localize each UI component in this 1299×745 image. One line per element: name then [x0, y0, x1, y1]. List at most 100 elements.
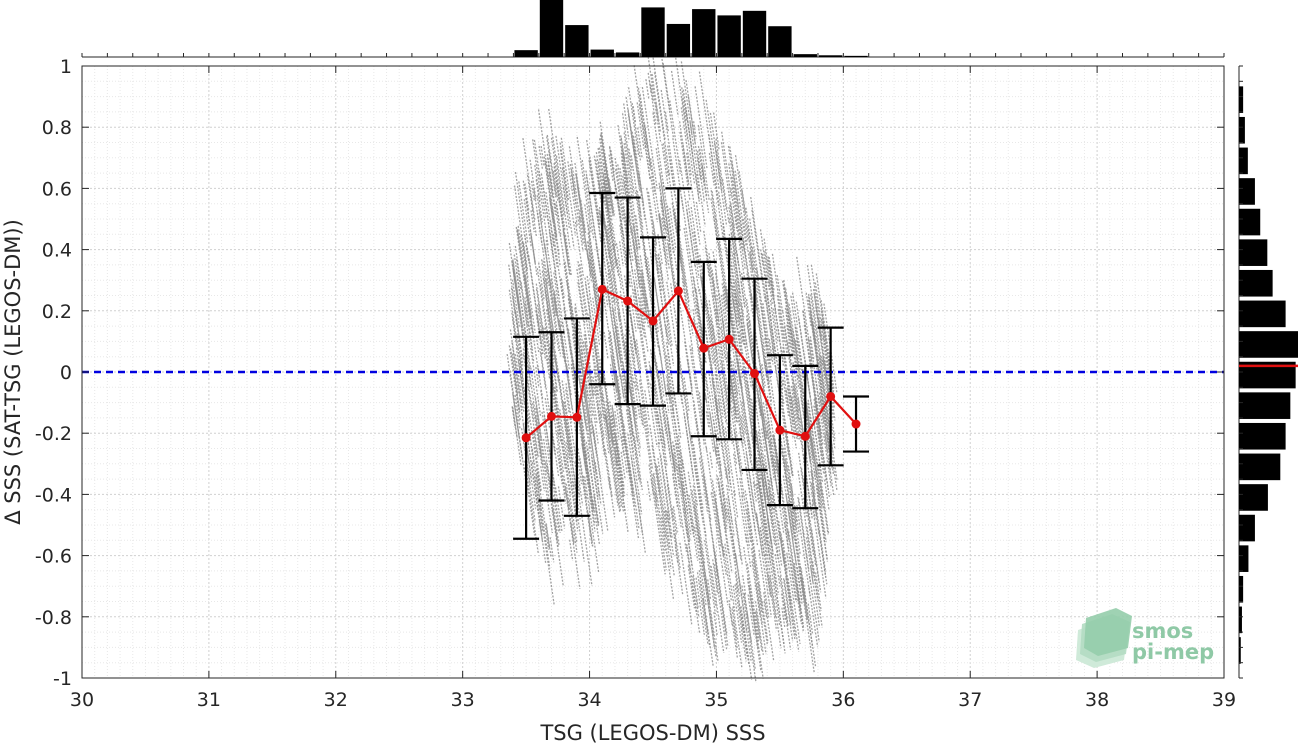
scatter-streak [673, 445, 688, 537]
scatter-streak [614, 308, 630, 402]
right-histogram-bar [1239, 300, 1286, 328]
scatter-streak [810, 566, 814, 583]
scatter-streak [708, 253, 720, 321]
scatter-streak [619, 167, 626, 200]
scatter-streak [618, 308, 628, 364]
scatter-streak [630, 295, 637, 332]
scatter-streak [749, 525, 756, 558]
scatter-streak [652, 221, 658, 245]
scatter-streak [605, 225, 613, 261]
scatter-streak [583, 392, 601, 498]
scatter-streak [674, 534, 681, 570]
scatter-streak [813, 405, 825, 475]
scatter-streak [773, 434, 790, 537]
scatter-streak [806, 527, 819, 601]
scatter-streak [599, 134, 612, 209]
scatter-streak [627, 87, 640, 157]
scatter-streak [716, 294, 732, 394]
scatter-streak [665, 410, 677, 475]
scatter-streak [694, 465, 705, 526]
scatter-streak [709, 452, 713, 469]
scatter-streak [559, 149, 569, 200]
mean-point [724, 334, 734, 344]
mean-point [546, 411, 556, 421]
scatter-streak [734, 170, 747, 247]
scatter-streak [763, 238, 774, 299]
scatter-streak [567, 328, 580, 403]
scatter-streak [667, 244, 676, 288]
scatter-streak [597, 487, 602, 506]
scatter-streak [633, 289, 650, 391]
scatter-streak [515, 271, 532, 368]
scatter-streak [764, 251, 771, 285]
scatter-streak [662, 63, 671, 112]
x-tick-label: 30 [70, 689, 94, 711]
scatter-streak [672, 408, 683, 472]
scatter-streak [786, 552, 801, 645]
scatter-streak [577, 448, 593, 547]
mean-points [521, 284, 861, 443]
x-tick-label: 37 [958, 689, 982, 711]
scatter-streak [634, 453, 640, 481]
scatter-streak [584, 204, 598, 291]
scatter-streak [715, 446, 728, 521]
scatter-streak [738, 171, 755, 271]
scatter-streak [788, 303, 803, 394]
scatter-streak [612, 244, 618, 266]
scatter-streak [770, 325, 777, 362]
scatter-streak [617, 125, 631, 205]
scatter-streak [672, 441, 681, 489]
scatter-streak [586, 250, 592, 278]
scatter-streak [542, 327, 551, 373]
scatter-streak [734, 552, 742, 590]
scatter-streak [658, 213, 668, 266]
scatter-streak [621, 159, 638, 267]
scatter-streak [712, 559, 719, 595]
scatter-streak [574, 173, 589, 261]
scatter-streak [673, 208, 688, 296]
scatter-streak [560, 137, 577, 236]
scatter-streak [787, 465, 794, 497]
scatter-streak [759, 229, 770, 291]
scatter-streak [555, 135, 571, 230]
scatter-streak [743, 593, 756, 670]
scatter-streak [656, 465, 670, 550]
scatter-streak [613, 332, 625, 399]
scatter-streak [549, 537, 555, 563]
scatter-streak [732, 285, 740, 328]
mean-point [673, 286, 683, 296]
scatter-streak [662, 181, 675, 254]
scatter-streak [809, 359, 822, 434]
scatter-streak [536, 268, 552, 359]
mean-point [521, 433, 531, 443]
scatter-streak [512, 407, 522, 467]
mean-point [800, 431, 810, 441]
scatter-streak [760, 306, 773, 378]
scatter-streak [657, 442, 673, 539]
scatter-streak [680, 107, 692, 177]
scatter-streak [720, 327, 727, 361]
scatter-streak [514, 395, 521, 429]
scatter-streak [570, 299, 581, 365]
scatter-streak [605, 408, 612, 445]
scatter-streak [727, 465, 743, 565]
scatter-streak [703, 527, 717, 608]
scatter-streak [728, 218, 741, 294]
scatter-streak [582, 341, 599, 444]
scatter-streak [577, 282, 588, 342]
scatter-streak [675, 442, 685, 496]
scatter-streak [608, 154, 614, 181]
scatter-streak [629, 342, 638, 392]
scatter-streak [704, 247, 718, 326]
scatter-streak [584, 476, 600, 574]
scatter-streak [728, 600, 739, 659]
scatter-streak [604, 449, 613, 498]
scatter-streak [539, 284, 555, 376]
scatter-streak [731, 176, 746, 270]
scatter-streak [733, 429, 745, 498]
scatter-streak [805, 537, 821, 628]
scatter-streak [603, 331, 609, 360]
scatter-streak [810, 470, 827, 573]
scatter-streak [768, 339, 774, 365]
scatter-streak [804, 402, 809, 421]
